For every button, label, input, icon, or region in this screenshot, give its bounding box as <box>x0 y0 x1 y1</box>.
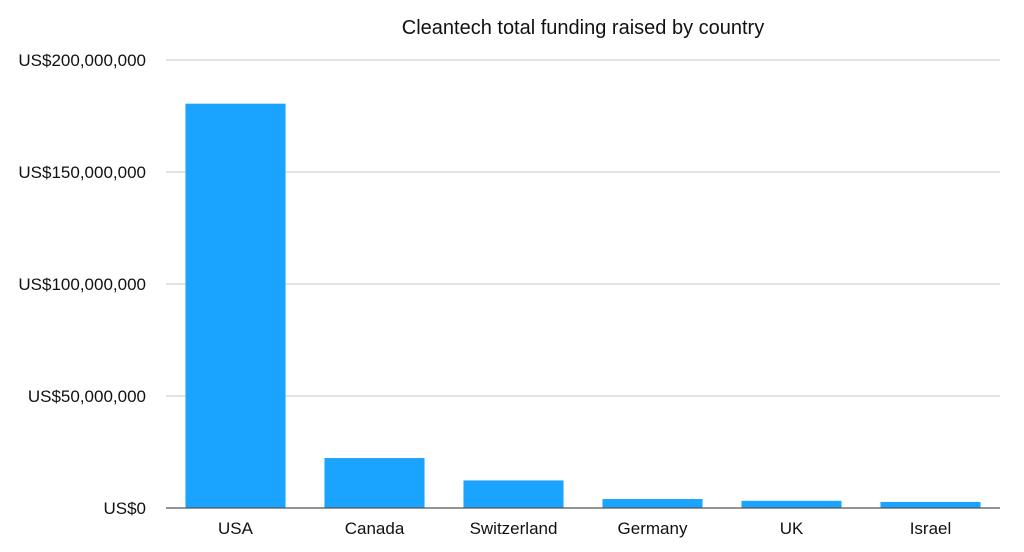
bar-uk <box>741 500 842 508</box>
bars <box>185 103 981 509</box>
y-tick-label: US$0 <box>103 499 146 518</box>
y-tick-label: US$150,000,000 <box>18 163 146 182</box>
bar-canada <box>324 458 425 508</box>
bar-usa <box>185 103 286 509</box>
x-tick-label: Canada <box>345 519 405 538</box>
bar-switzerland <box>463 480 564 508</box>
x-tick-label: Israel <box>910 519 952 538</box>
gridlines <box>166 59 1000 397</box>
bar-germany <box>602 499 703 508</box>
y-tick-label: US$100,000,000 <box>18 275 146 294</box>
chart-title: Cleantech total funding raised by countr… <box>402 17 764 39</box>
y-tick-label: US$50,000,000 <box>28 387 146 406</box>
x-tick-label: UK <box>780 519 804 538</box>
y-tick-label: US$200,000,000 <box>18 51 146 70</box>
x-tick-label: Germany <box>618 519 688 538</box>
x-tick-label: Switzerland <box>470 519 558 538</box>
bar-israel <box>880 501 981 508</box>
y-axis-ticks: US$0 US$50,000,000 US$100,000,000 US$150,00… <box>18 51 146 518</box>
x-tick-label: USA <box>218 519 254 538</box>
x-axis-ticks: USA Canada Switzerland Germany UK Israel <box>218 519 951 538</box>
